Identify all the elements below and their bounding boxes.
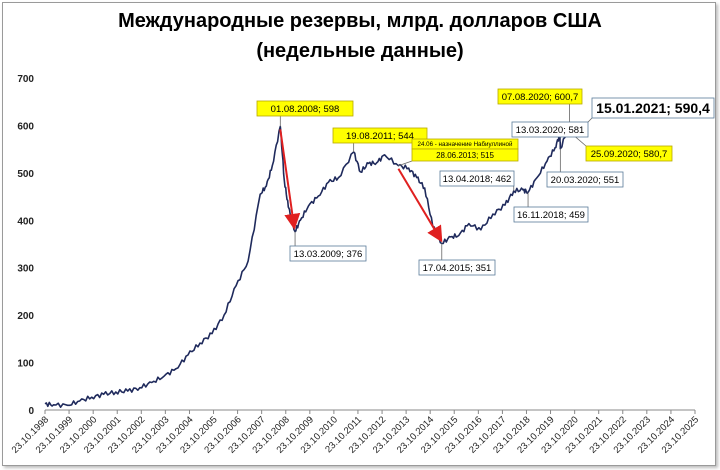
chart-frame <box>2 2 716 466</box>
annotation-leader-line <box>398 160 413 167</box>
annotation-box <box>511 121 589 138</box>
annotation-box <box>289 245 367 262</box>
annotation-label: 13.03.2020; 581 <box>516 125 585 136</box>
annotation-box <box>439 170 515 187</box>
annotation-label: 28.06.2013; 515 <box>436 151 494 160</box>
annotation-box <box>585 145 673 162</box>
y-tick-label: 400 <box>17 216 34 227</box>
annotation-box <box>411 148 519 162</box>
annotation-box <box>546 171 624 188</box>
chart-subtitle: (недельные данные) <box>256 40 464 62</box>
chart-title: Международные резервы, млрд. долларов СШ… <box>118 10 602 32</box>
annotation-label: 20.03.2020; 551 <box>551 175 620 186</box>
annotation-label: 01.08.2008; 598 <box>271 104 340 115</box>
y-tick-label: 700 <box>17 74 34 85</box>
reserves-series-line <box>44 124 581 408</box>
annotation-label: 19.08.2011; 544 <box>346 131 414 142</box>
y-tick-label: 100 <box>17 359 34 370</box>
annotation-label: 15.01.2021; 590,4 <box>596 100 710 116</box>
annotation-label: 17.04.2015; 351 <box>423 263 492 274</box>
annotation-label: 24.06 - назначение Набиуллиной <box>418 141 513 148</box>
annotation-box <box>332 127 428 144</box>
y-tick-label: 500 <box>17 169 34 180</box>
annotation-box <box>256 100 354 117</box>
annotation-box <box>497 88 583 105</box>
decline-arrow <box>279 129 301 230</box>
annotation-label: 13.03.2009; 376 <box>294 249 363 260</box>
annotation-label: 16.11.2018; 459 <box>517 210 585 221</box>
annotation-label: 25.09.2020; 580,7 <box>591 149 668 160</box>
y-tick-label: 200 <box>17 311 34 322</box>
decline-arrow <box>397 168 443 243</box>
annotation-label: 07.08.2020; 600,7 <box>502 92 579 103</box>
annotation-box <box>418 259 496 276</box>
annotation-box <box>513 206 589 223</box>
annotation-label: 13.04.2018; 462 <box>443 174 512 185</box>
y-tick-label: 600 <box>17 121 34 132</box>
y-tick-label: 0 <box>28 406 34 417</box>
annotation-box <box>591 97 715 119</box>
y-tick-label: 300 <box>17 264 34 275</box>
